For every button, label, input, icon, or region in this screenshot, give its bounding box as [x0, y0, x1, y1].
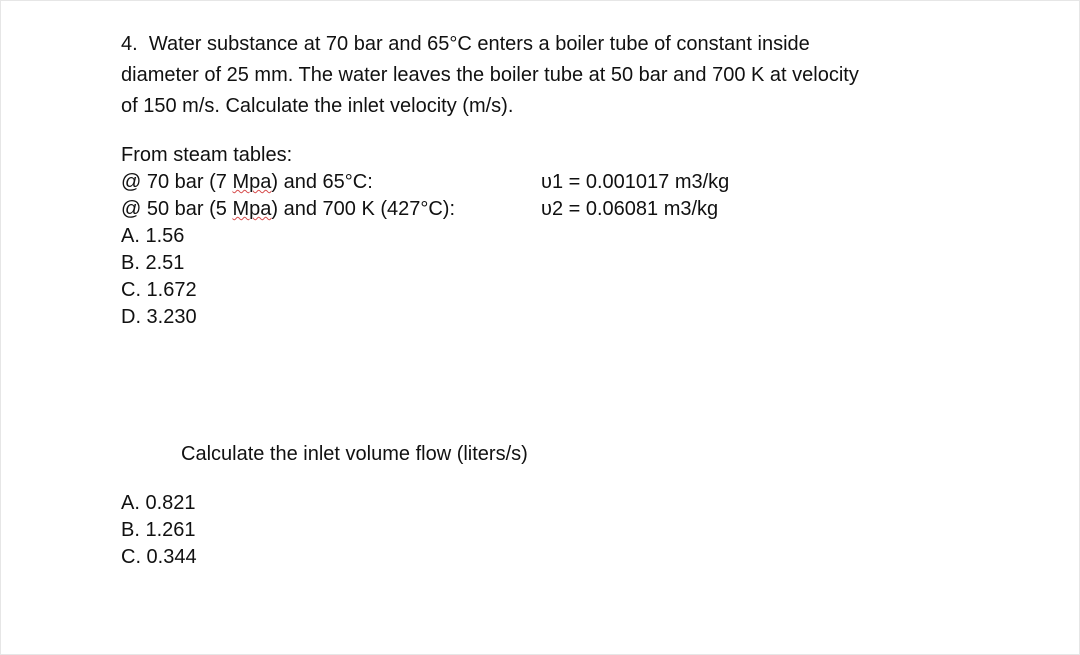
- option-c: C. 1.672: [121, 277, 481, 304]
- steam-tables-block: From steam tables: @ 70 bar (7 Mpa) and …: [121, 142, 959, 331]
- sub-question-block: Calculate the inlet volume flow (liters/…: [181, 441, 959, 468]
- sub-option-b: B. 1.261: [121, 517, 959, 544]
- question-line-1: 4. Water substance at 70 bar and 65°C en…: [121, 31, 959, 58]
- v1-value: υ1 = 0.001017 m3/kg: [541, 169, 729, 196]
- option-b: B. 2.51: [121, 250, 481, 277]
- v2-value: υ2 = 0.06081 m3/kg: [541, 196, 729, 223]
- state-2-line: @ 50 bar (5 Mpa) and 700 K (427°C):: [121, 196, 481, 223]
- option-a: A. 1.56: [121, 223, 481, 250]
- steam-tables-right: υ1 = 0.001017 m3/kg υ2 = 0.06081 m3/kg: [541, 142, 729, 331]
- main-options: A. 1.56 B. 2.51 C. 1.672 D. 3.230: [121, 223, 481, 331]
- sub-option-a: A. 0.821: [121, 490, 959, 517]
- state-1-mpa: Mpa: [232, 171, 271, 193]
- steam-tables-heading: From steam tables:: [121, 142, 481, 169]
- option-d: D. 3.230: [121, 304, 481, 331]
- question-number: 4.: [121, 33, 138, 55]
- question-line-2: diameter of 25 mm. The water leaves the …: [121, 62, 959, 89]
- page-container: 4. Water substance at 70 bar and 65°C en…: [0, 0, 1080, 655]
- sub-question-text: Calculate the inlet volume flow (liters/…: [181, 441, 959, 468]
- state-1-suffix: ) and 65°C:: [271, 171, 372, 193]
- state-2-mpa: Mpa: [232, 198, 271, 220]
- sub-option-c: C. 0.344: [121, 544, 959, 571]
- question-text-1: Water substance at 70 bar and 65°C enter…: [149, 33, 810, 55]
- state-1-prefix: @ 70 bar (7: [121, 171, 232, 193]
- steam-tables-left: From steam tables: @ 70 bar (7 Mpa) and …: [121, 142, 481, 331]
- question-line-3: of 150 m/s. Calculate the inlet velocity…: [121, 93, 959, 120]
- state-2-suffix: ) and 700 K (427°C):: [271, 198, 455, 220]
- state-2-prefix: @ 50 bar (5: [121, 198, 232, 220]
- sub-options: A. 0.821 B. 1.261 C. 0.344: [121, 490, 959, 571]
- state-1-line: @ 70 bar (7 Mpa) and 65°C:: [121, 169, 481, 196]
